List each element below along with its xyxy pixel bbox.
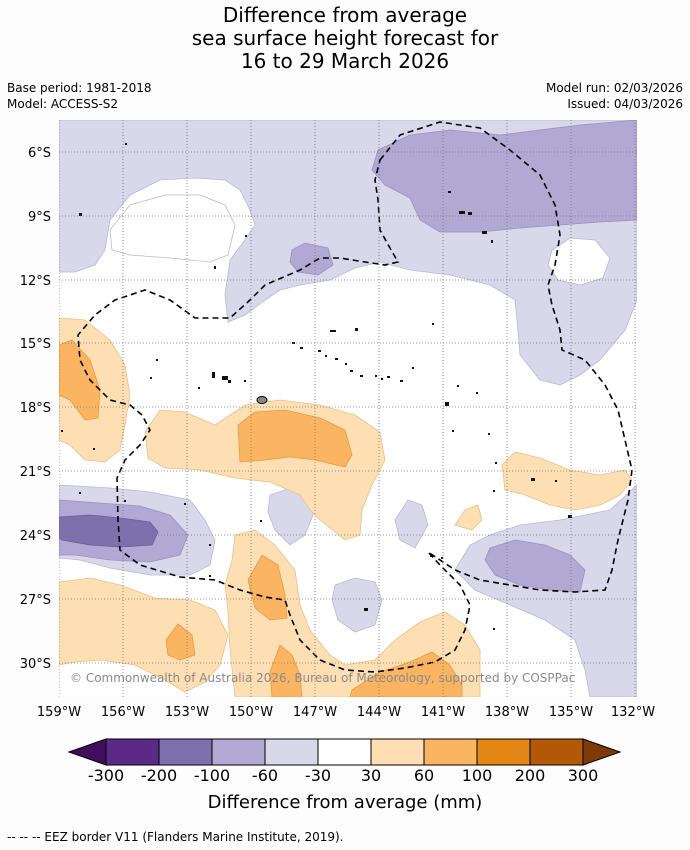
colorbar-segment bbox=[476, 738, 531, 766]
anomaly-region-dark-purple-southwest bbox=[59, 514, 159, 548]
model-run: Model run: 02/03/2026 bbox=[545, 81, 683, 95]
eez-borders bbox=[77, 121, 633, 673]
colorbar bbox=[67, 738, 622, 766]
base-period: Base period: 1981-2018 bbox=[7, 81, 152, 95]
map-fields: © Commonwealth of Australia 2026, Bureau… bbox=[59, 120, 637, 697]
model-name: Model: ACCESS-S2 bbox=[7, 97, 119, 111]
colorbar-tick-label: -200 bbox=[140, 766, 178, 785]
colorbar-tick-label: 200 bbox=[514, 766, 546, 785]
colorbar-tick-label: -30 bbox=[304, 766, 332, 785]
anomaly-region-light-purple-blob-2 bbox=[394, 499, 429, 549]
colorbar-title: Difference from average (mm) bbox=[207, 792, 483, 813]
colorbar-extend-high bbox=[582, 738, 622, 766]
lon-label: 150°W bbox=[229, 705, 273, 720]
lat-label: 18°S bbox=[20, 401, 51, 416]
latitude-labels: 6°S 9°S 12°S 15°S 18°S 21°S 24°S 27°S 30… bbox=[20, 146, 51, 672]
anomaly-region-light-purple-blob-3 bbox=[331, 577, 383, 633]
title-line-1: Difference from average bbox=[222, 3, 468, 27]
graticule bbox=[59, 120, 637, 697]
lon-label: 156°W bbox=[101, 705, 145, 720]
anomaly-region-light-orange-blob bbox=[454, 504, 483, 531]
colorbar-tick-label: 300 bbox=[567, 766, 599, 785]
lat-label: 24°S bbox=[20, 529, 51, 544]
colorbar-tick-label: 60 bbox=[413, 766, 435, 785]
lat-label: 6°S bbox=[28, 146, 51, 161]
anomaly-region-medium-purple-mid bbox=[289, 242, 334, 276]
lat-label: 12°S bbox=[20, 274, 51, 289]
anomaly-region-light-orange-east bbox=[501, 451, 633, 511]
meta-right: Model run: 02/03/2026 Issued: 04/03/2026 bbox=[546, 80, 683, 112]
longitude-labels: 159°W 156°W 153°W 150°W 147°W 144°W 141°… bbox=[37, 705, 655, 720]
anomaly-region-neutral-northwest bbox=[109, 194, 236, 263]
lat-label: 27°S bbox=[20, 593, 51, 608]
colorbar-segment bbox=[317, 738, 372, 766]
lon-label: 147°W bbox=[293, 705, 337, 720]
colorbar-tick-label: -300 bbox=[87, 766, 125, 785]
lon-label: 135°W bbox=[549, 705, 593, 720]
colorbar-segment bbox=[158, 738, 213, 766]
anomaly-region-medium-orange-southwest bbox=[269, 644, 303, 697]
map-title: Difference from average sea surface heig… bbox=[0, 4, 690, 73]
anomaly-region-neutral-east bbox=[547, 237, 611, 286]
eez-legend: -- -- -- EEZ border V11 (Flanders Marine… bbox=[7, 830, 344, 844]
colorbar-segment bbox=[211, 738, 266, 766]
colorbar-tick-label: 30 bbox=[360, 766, 382, 785]
colorbar-extend-low bbox=[67, 738, 107, 766]
title-line-2: sea surface height forecast for bbox=[191, 26, 499, 50]
anomaly-region-medium-orange-south bbox=[247, 554, 288, 621]
anomaly-region-medium-orange-central bbox=[237, 409, 353, 468]
lon-label: 138°W bbox=[485, 705, 529, 720]
colorbar-tick-label: -100 bbox=[193, 766, 231, 785]
lon-label: 144°W bbox=[357, 705, 401, 720]
colorbar-segment bbox=[423, 738, 478, 766]
lat-label: 9°S bbox=[28, 210, 51, 225]
copyright-notice: © Commonwealth of Australia 2026, Bureau… bbox=[70, 671, 575, 685]
lon-label: 132°W bbox=[611, 705, 655, 720]
title-line-3: 16 to 29 March 2026 bbox=[240, 49, 450, 73]
colorbar-segment bbox=[370, 738, 425, 766]
islands bbox=[61, 143, 572, 630]
colorbar-tick-label: -60 bbox=[251, 766, 279, 785]
anomaly-region-medium-purple-southeast bbox=[484, 539, 586, 593]
meta-left: Base period: 1981-2018 Model: ACCESS-S2 bbox=[7, 80, 152, 112]
anomaly-region-medium-orange-blob bbox=[165, 623, 196, 661]
colorbar-segment bbox=[105, 738, 160, 766]
colorbar-segment bbox=[264, 738, 319, 766]
lon-label: 141°W bbox=[421, 705, 465, 720]
lon-label: 153°W bbox=[165, 705, 209, 720]
lat-label: 30°S bbox=[20, 657, 51, 672]
anomaly-region-light-orange-southwest bbox=[59, 577, 229, 693]
colorbar-segment bbox=[529, 738, 584, 766]
issued-date: Issued: 04/03/2026 bbox=[567, 97, 683, 111]
colorbar-tick-label: 100 bbox=[461, 766, 493, 785]
lat-label: 21°S bbox=[20, 465, 51, 480]
eez-french-polynesia bbox=[77, 121, 633, 673]
lat-label: 15°S bbox=[20, 337, 51, 352]
lon-label: 159°W bbox=[37, 705, 81, 720]
anomaly-region-medium-orange-west bbox=[59, 339, 101, 421]
